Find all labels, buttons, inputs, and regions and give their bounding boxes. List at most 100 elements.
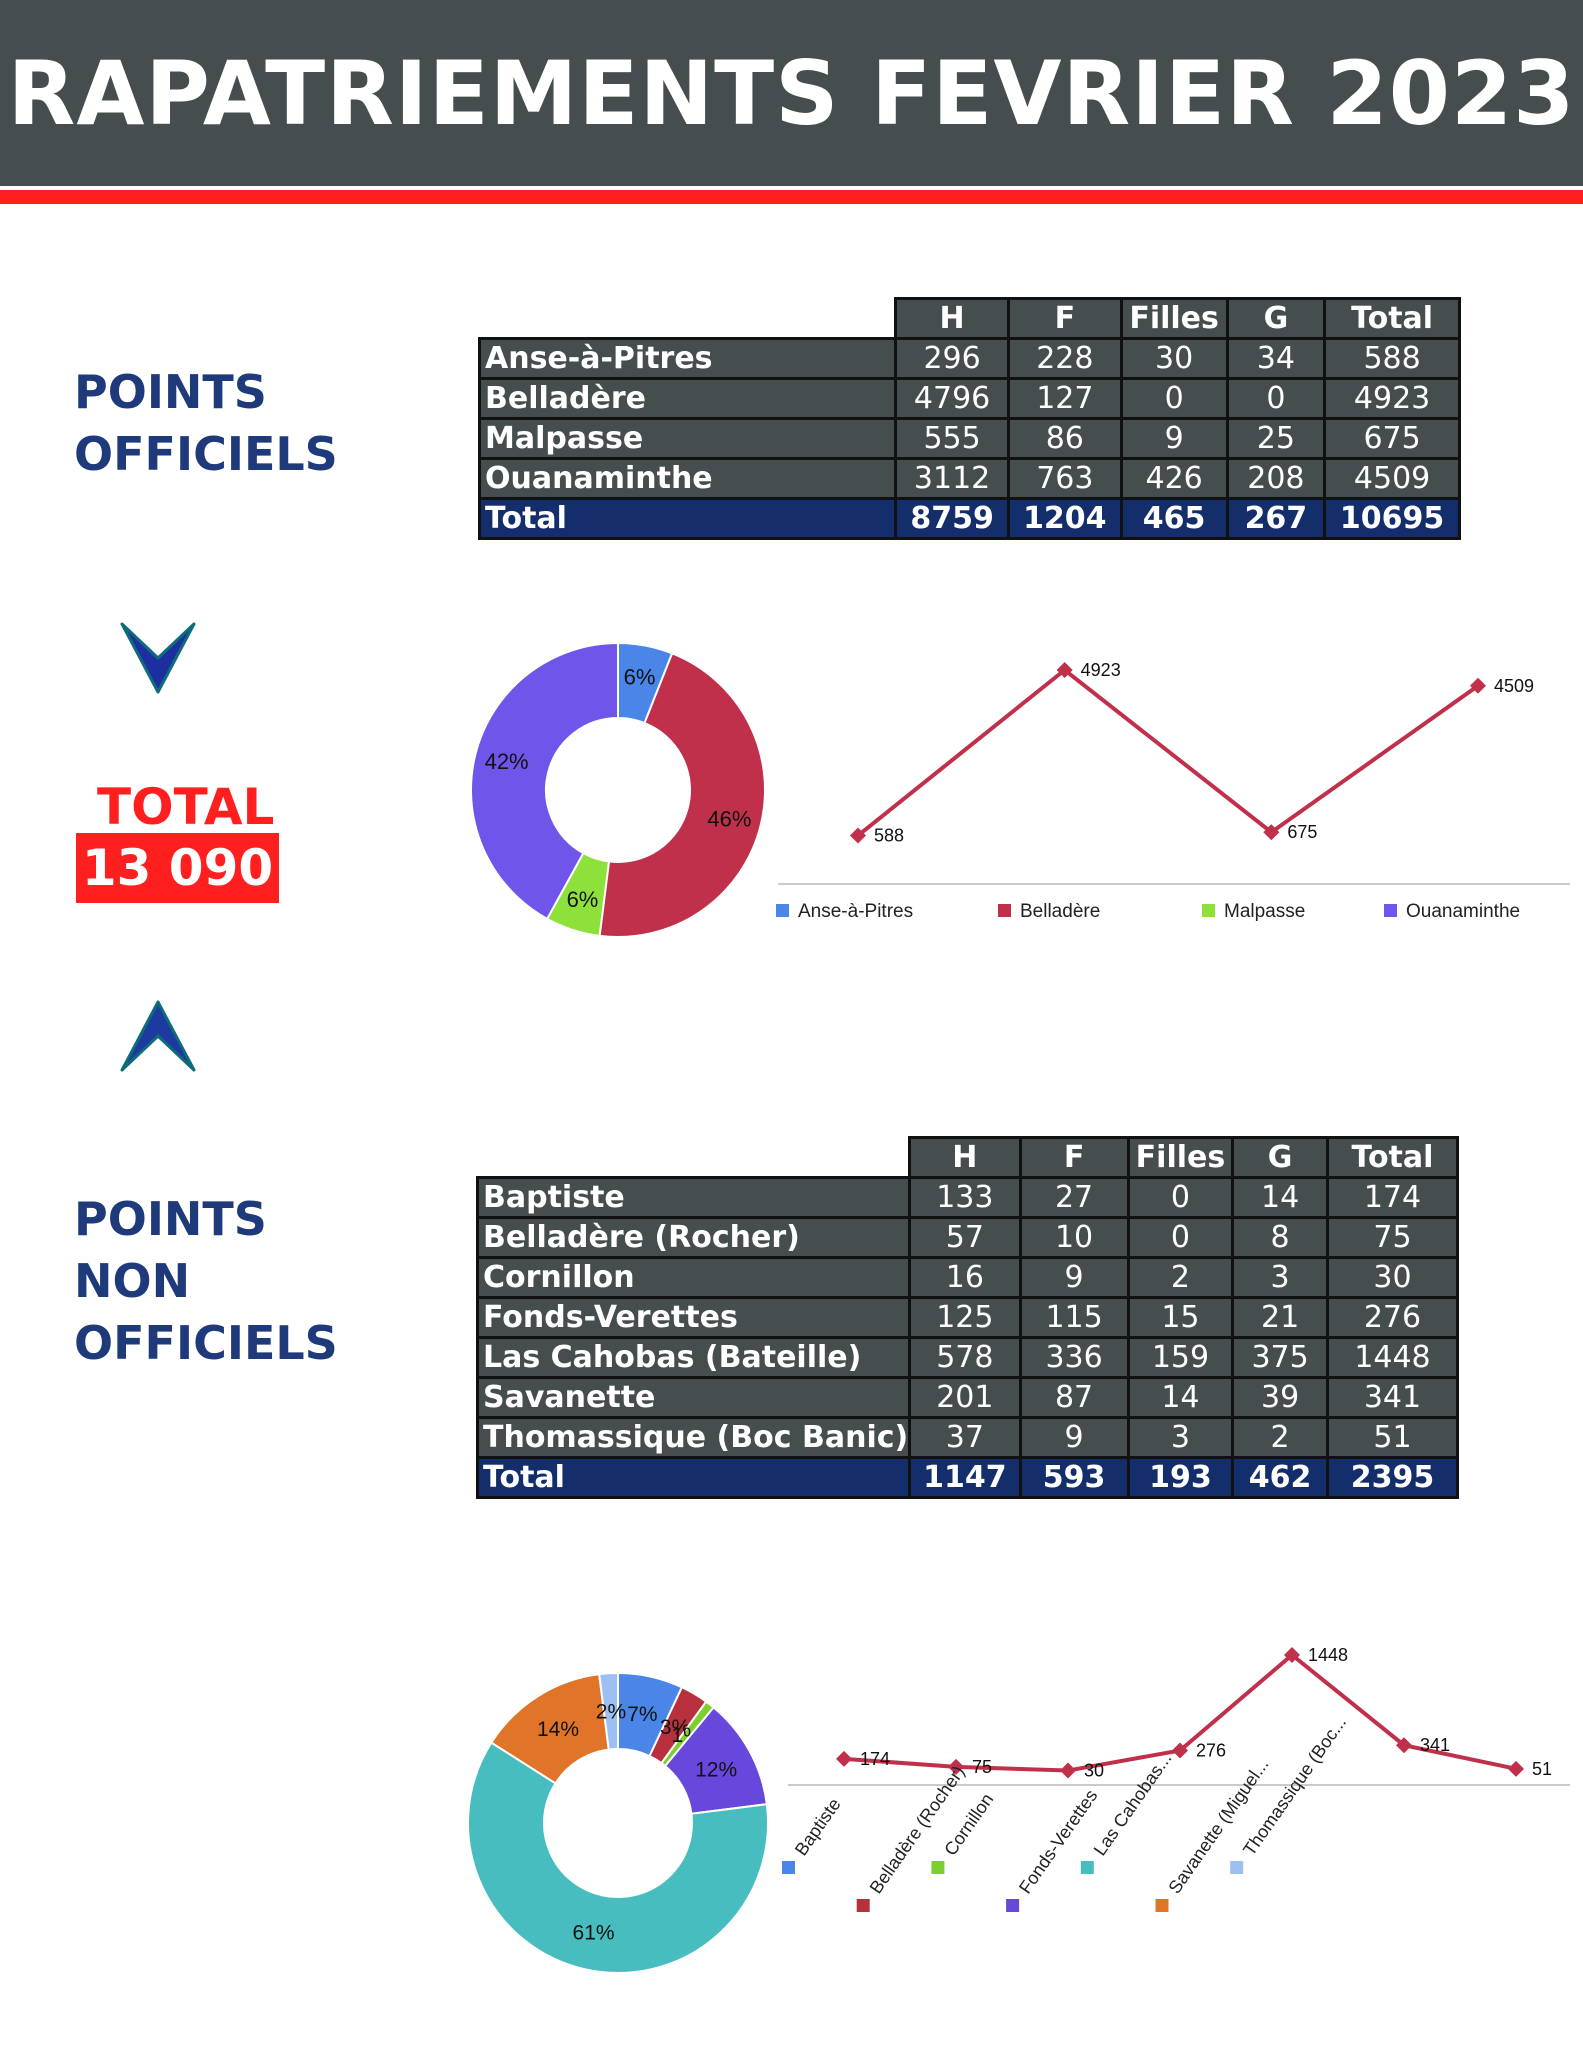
cell: 3 bbox=[1231, 1256, 1329, 1299]
legend-swatch bbox=[1155, 1899, 1169, 1912]
row-label: Ouanaminthe bbox=[477, 457, 898, 500]
non-official-section-label: POINTS NON OFFICIELS bbox=[74, 1188, 338, 1374]
cell: 341 bbox=[1325, 1376, 1460, 1419]
table-header-row: H F Filles G Total bbox=[478, 1136, 1460, 1179]
donut-slice bbox=[598, 1671, 619, 1751]
donut-slice bbox=[470, 641, 619, 921]
cell: 375 bbox=[1231, 1336, 1329, 1379]
cell: 3 bbox=[1126, 1416, 1235, 1459]
donut-data-label: 6% bbox=[567, 887, 599, 912]
legend-label: Ouanaminthe bbox=[1406, 901, 1520, 922]
cell: 4796 bbox=[894, 377, 1010, 420]
column-header: F bbox=[1018, 1136, 1130, 1179]
cell: 125 bbox=[908, 1296, 1022, 1339]
table-header-row: H F Filles G Total bbox=[480, 297, 1461, 340]
cell: 87 bbox=[1018, 1376, 1130, 1419]
cell: 14 bbox=[1231, 1176, 1329, 1219]
grand-total-label: TOTAL bbox=[97, 778, 275, 836]
cell: 2 bbox=[1126, 1256, 1235, 1299]
cell: 21 bbox=[1231, 1296, 1329, 1339]
cell: 201 bbox=[908, 1376, 1022, 1419]
donut-data-label: 46% bbox=[707, 806, 751, 831]
cell: 115 bbox=[1018, 1296, 1130, 1339]
row-label: Savanette bbox=[475, 1376, 912, 1419]
data-point-marker bbox=[1060, 1762, 1076, 1779]
chevron-up-icon bbox=[120, 1000, 196, 1072]
table-row: Belladère (Rocher) 57 10 0 8 75 bbox=[475, 1216, 1460, 1259]
column-header: Total bbox=[1323, 297, 1461, 340]
header-bar: RAPATRIEMENTS FEVRIER 2023 bbox=[0, 0, 1583, 186]
cell: 57 bbox=[908, 1216, 1022, 1259]
series-line bbox=[856, 667, 1480, 838]
non-official-donut-chart: 7%3%1%12%61%14%2% bbox=[467, 1671, 769, 1974]
data-label: 4509 bbox=[1494, 676, 1534, 696]
cell: 193 bbox=[1126, 1456, 1235, 1499]
row-label: Malpasse bbox=[477, 417, 898, 460]
data-point-marker bbox=[948, 1758, 964, 1775]
cell: 27 bbox=[1018, 1176, 1130, 1219]
column-header: G bbox=[1225, 297, 1327, 340]
cell: 51 bbox=[1325, 1416, 1460, 1459]
cell: 593 bbox=[1018, 1456, 1130, 1499]
row-label: Belladère (Rocher) bbox=[475, 1216, 912, 1259]
legend-label: Anse-à-Pitres bbox=[798, 901, 913, 922]
chevron-down-icon bbox=[120, 622, 196, 694]
data-label: 1448 bbox=[1308, 1645, 1348, 1665]
cell: 37 bbox=[908, 1416, 1022, 1459]
official-line-chart: 588 4923 675 4509 Anse-à-Pitres Belladère Malp… bbox=[776, 660, 1570, 922]
data-point-marker bbox=[850, 827, 866, 844]
data-label: 341 bbox=[1420, 1735, 1450, 1755]
column-header: Total bbox=[1325, 1136, 1460, 1179]
donut-data-label: 6% bbox=[624, 665, 656, 690]
cell: 127 bbox=[1006, 377, 1123, 420]
data-point-marker bbox=[1470, 677, 1486, 694]
data-label: 30 bbox=[1084, 1761, 1104, 1781]
cell: 8 bbox=[1231, 1216, 1329, 1259]
row-label: Cornillon bbox=[475, 1256, 912, 1299]
cell: 426 bbox=[1119, 457, 1229, 500]
column-header: H bbox=[894, 297, 1010, 340]
cell: 25 bbox=[1225, 417, 1327, 460]
cell: 276 bbox=[1325, 1296, 1460, 1339]
label-line: NON bbox=[74, 1254, 191, 1308]
table-row: Baptiste 133 27 0 14 174 bbox=[475, 1176, 1460, 1219]
cell: 0 bbox=[1126, 1176, 1235, 1219]
row-label: Total bbox=[477, 497, 898, 540]
category-label: Fonds-Verettes bbox=[1015, 1786, 1101, 1897]
total-row: Total 8759 1204 465 267 10695 bbox=[477, 497, 1461, 540]
donut-data-label: 7% bbox=[627, 1703, 657, 1726]
official-donut-chart: 6% 46% 6% 42% bbox=[470, 641, 766, 938]
label-line: POINTS bbox=[74, 365, 267, 419]
cell: 8759 bbox=[894, 497, 1010, 540]
column-header: Filles bbox=[1119, 297, 1229, 340]
row-label: Thomassique (Boc Banic) bbox=[475, 1416, 912, 1459]
data-point-marker bbox=[1172, 1742, 1188, 1759]
cell: 10 bbox=[1018, 1216, 1130, 1259]
header-spacer bbox=[478, 1138, 910, 1178]
legend-swatch bbox=[1006, 1899, 1020, 1912]
legend-swatch bbox=[998, 904, 1011, 917]
cell: 9 bbox=[1018, 1416, 1130, 1459]
donut-slice bbox=[598, 652, 766, 938]
cell: 228 bbox=[1006, 337, 1123, 380]
cell: 0 bbox=[1126, 1216, 1235, 1259]
cell: 588 bbox=[1323, 337, 1461, 380]
cell: 16 bbox=[908, 1256, 1022, 1299]
label-line: OFFICIELS bbox=[74, 427, 338, 481]
data-label: 588 bbox=[874, 826, 904, 846]
cell: 4923 bbox=[1323, 377, 1461, 420]
table-row: Thomassique (Boc Banic) 37 9 3 2 51 bbox=[475, 1416, 1460, 1459]
row-label: Las Cahobas (Bateille) bbox=[475, 1336, 912, 1379]
donut-data-label: 42% bbox=[485, 749, 529, 774]
row-label: Fonds-Verettes bbox=[475, 1296, 912, 1339]
cell: 86 bbox=[1006, 417, 1123, 460]
data-label: 675 bbox=[1287, 822, 1317, 842]
data-label: 174 bbox=[860, 1749, 890, 1769]
cell: 75 bbox=[1325, 1216, 1460, 1259]
row-label: Anse-à-Pitres bbox=[477, 337, 898, 380]
cell: 15 bbox=[1126, 1296, 1235, 1339]
cell: 0 bbox=[1119, 377, 1229, 420]
legend-label: Malpasse bbox=[1224, 901, 1305, 922]
cell: 9 bbox=[1018, 1256, 1130, 1299]
